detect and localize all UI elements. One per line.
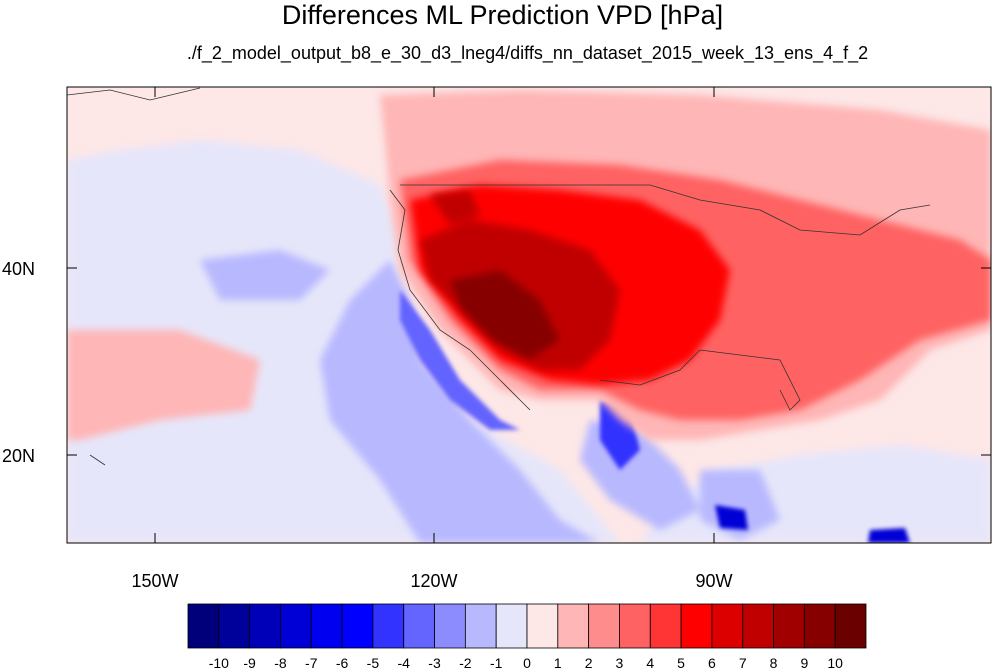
colorbar-tick-label: -1 xyxy=(489,655,503,671)
colorbar-tick-label: 2 xyxy=(584,655,593,671)
colorbar-swatch xyxy=(680,603,713,649)
colorbar-swatch xyxy=(372,603,405,649)
colorbar-swatch xyxy=(218,603,251,649)
colorbar-swatch xyxy=(187,603,220,649)
colorbar-tick-label: 10 xyxy=(827,655,843,671)
colorbar-tick-label: 9 xyxy=(800,655,809,671)
map-field xyxy=(67,87,991,543)
colorbar-tick-label: -6 xyxy=(335,655,349,671)
colorbar-tick-label: 5 xyxy=(677,655,685,671)
colorbar-tick-label: 8 xyxy=(769,655,778,671)
colorbar-swatch xyxy=(711,603,744,649)
colorbar-tick-label: 0 xyxy=(523,655,531,671)
colorbar-swatch xyxy=(588,603,620,649)
colorbar-tick-label: 4 xyxy=(646,655,655,671)
colorbar-swatch xyxy=(249,603,281,649)
colorbar-tick-label: 1 xyxy=(553,655,562,671)
colorbar xyxy=(187,603,867,649)
positive-region-extreme xyxy=(420,190,620,370)
colorbar-swatch xyxy=(310,603,343,649)
colorbar-swatch xyxy=(526,603,559,649)
colorbar-swatch xyxy=(619,603,651,649)
colorbar-tick-label: -7 xyxy=(305,655,318,671)
colorbar-swatch xyxy=(403,603,435,649)
colorbar-swatch xyxy=(773,603,805,649)
map-frame xyxy=(66,86,992,544)
colorbar-swatch xyxy=(803,603,836,649)
page-title: Differences ML Prediction VPD [hPa] xyxy=(281,0,724,30)
colorbar-tick-label: 6 xyxy=(708,655,716,671)
colorbar-tick-label: -8 xyxy=(274,655,287,671)
lat-label-40n: 40N xyxy=(2,259,36,279)
colorbar-tick-label: -4 xyxy=(397,655,410,671)
colorbar-swatch xyxy=(464,603,497,649)
lon-label-150w: 150W xyxy=(131,571,179,591)
colorbar-tick-label: -5 xyxy=(366,655,380,671)
colorbar-tick-label: 3 xyxy=(615,655,624,671)
colorbar-tick-label: -3 xyxy=(428,655,441,671)
colorbar-swatch xyxy=(280,603,312,649)
colorbar-swatch xyxy=(649,603,682,649)
colorbar-swatch xyxy=(341,603,374,649)
colorbar-tick-label: -9 xyxy=(243,655,256,671)
lat-label-20n: 20N xyxy=(2,446,36,466)
colorbar-swatch xyxy=(557,603,590,649)
colorbar-swatch xyxy=(495,603,528,649)
colorbar-swatch xyxy=(834,603,867,649)
lon-label-120w: 120W xyxy=(410,571,458,591)
colorbar-tick-label: 7 xyxy=(738,655,747,671)
lon-label-90w: 90W xyxy=(695,571,733,591)
page-subtitle: ./f_2_model_output_b8_e_30_d3_lneg4/diff… xyxy=(186,43,869,63)
colorbar-tick-label: -2 xyxy=(459,655,472,671)
colorbar-swatch xyxy=(742,603,774,649)
colorbar-tick-label: -10 xyxy=(208,655,229,671)
coastlines xyxy=(66,87,931,466)
colorbar-swatch xyxy=(434,603,466,649)
